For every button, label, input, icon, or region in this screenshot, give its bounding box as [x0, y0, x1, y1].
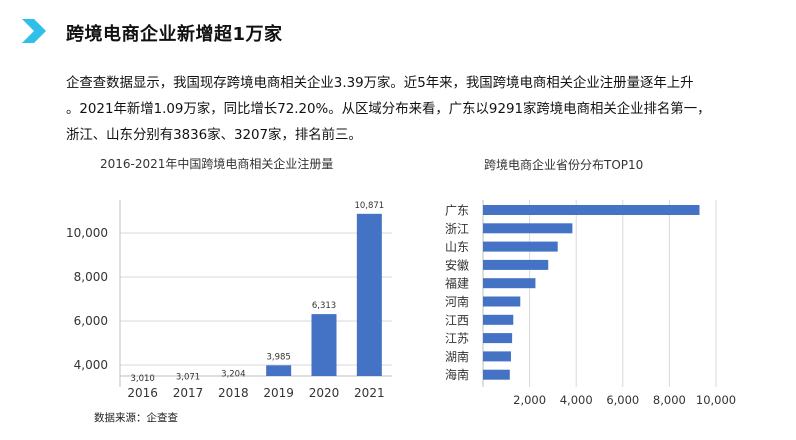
y-tick-label: 8,000 — [74, 270, 108, 284]
bar — [483, 314, 514, 325]
bar — [483, 278, 536, 289]
x-tick-label: 2019 — [263, 386, 294, 400]
y-category-label: 河南 — [445, 294, 469, 309]
bar — [483, 333, 513, 344]
summary-line: 企查查数据显示，我国现存跨境电商相关企业3.39万家。近5年来，我国跨境电商相关… — [66, 76, 694, 91]
chart-title-provinces: 跨境电商企业省份分布TOP10 — [484, 158, 644, 172]
y-category-label: 江西 — [445, 313, 469, 327]
bar — [311, 314, 337, 376]
bar — [483, 296, 521, 307]
bar — [266, 365, 292, 376]
y-category-label: 广东 — [445, 204, 469, 218]
y-tick-label: 6,000 — [74, 314, 108, 328]
y-category-label: 安徽 — [445, 257, 469, 272]
bar — [483, 223, 573, 234]
x-tick-label: 2016 — [127, 386, 158, 400]
x-tick-label: 2,000 — [513, 393, 546, 407]
bar — [483, 205, 700, 215]
bar — [483, 241, 558, 252]
x-tick-label: 4,000 — [560, 393, 593, 407]
y-tick-label: 4,000 — [74, 358, 108, 372]
x-tick-label: 8,000 — [653, 393, 686, 407]
summary-line: 浙江、山东分别有3836家、3207家，排名前三。 — [66, 128, 362, 143]
data-label: 3,010 — [130, 374, 154, 384]
summary-line: 。2021年新增1.09万家，同比增长72.20%。从区域分布来看，广东以929… — [66, 102, 711, 117]
x-tick-label: 2017 — [173, 386, 204, 400]
y-category-label: 浙江 — [445, 222, 469, 236]
bar — [483, 351, 511, 362]
y-category-label: 江苏 — [445, 332, 469, 346]
x-tick-label: 2018 — [218, 386, 249, 400]
data-label: 10,871 — [354, 201, 384, 211]
data-label: 3,071 — [176, 372, 200, 382]
x-tick-label: 2021 — [354, 386, 385, 400]
header: 跨境电商企业新增超1万家 — [0, 0, 796, 60]
x-tick-label: 10,000 — [696, 393, 736, 407]
chart-title-registrations: 2016-2021年中国跨境电商相关企业注册量 — [100, 157, 334, 171]
x-tick-label: 2020 — [309, 386, 340, 400]
bar — [483, 259, 549, 270]
y-category-label: 山东 — [445, 240, 469, 254]
summary-paragraph: 企查查数据显示，我国现存跨境电商相关企业3.39万家。近5年来，我国跨境电商相关… — [66, 71, 766, 149]
page-title: 跨境电商企业新增超1万家 — [66, 24, 283, 45]
data-label: 6,313 — [312, 301, 336, 311]
y-category-label: 海南 — [445, 367, 469, 382]
y-tick-label: 10,000 — [66, 226, 108, 240]
data-source: 数据来源：企查查 — [94, 412, 178, 424]
bar — [356, 213, 382, 376]
x-tick-label: 6,000 — [606, 393, 639, 407]
data-label: 3,204 — [221, 370, 245, 380]
y-category-label: 湖南 — [445, 349, 469, 364]
data-label: 3,985 — [266, 352, 290, 362]
bar — [483, 369, 510, 380]
y-category-label: 福建 — [445, 276, 469, 291]
chevron-right-icon — [22, 19, 46, 43]
